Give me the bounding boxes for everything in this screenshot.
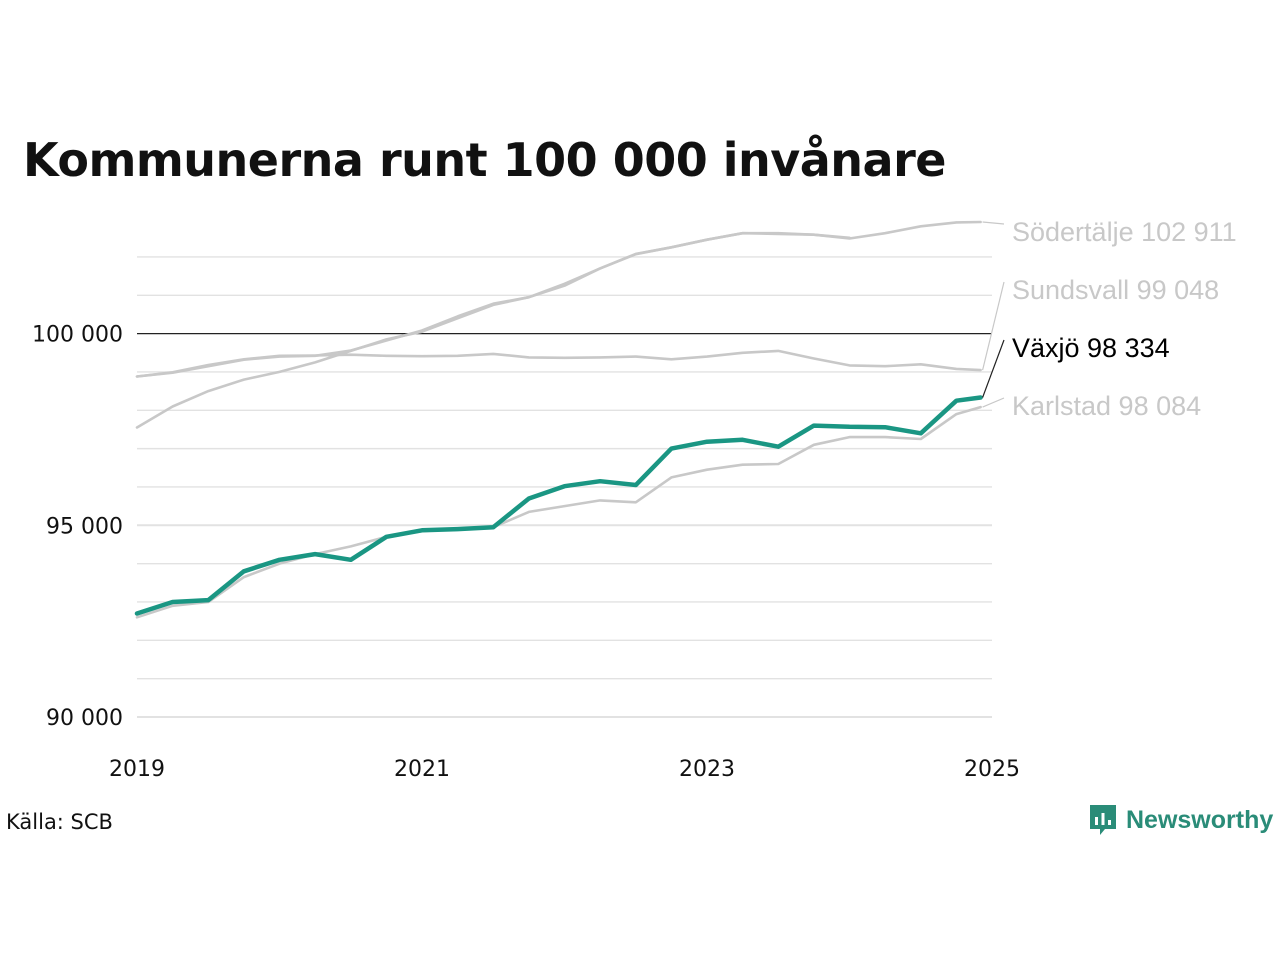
end-label-sundsvall: Sundsvall 99 048 — [1012, 275, 1219, 305]
x-axis: 2019 2021 2023 2025 — [109, 757, 1020, 782]
brand-name: Newsworthy — [1126, 805, 1274, 834]
end-label-växjö: Växjö 98 334 — [1012, 333, 1170, 363]
series-line-karlstad — [135, 405, 982, 619]
leader-line — [982, 339, 1005, 398]
grid-lines — [137, 256, 992, 718]
end-label-karlstad: Karlstad 98 084 — [1012, 391, 1201, 421]
series-line-haninge — [135, 231, 851, 429]
end-labels: Södertälje 102 911 Sundsvall 99 048 Växjö … — [982, 217, 1237, 421]
end-label-södertälje: Södertälje 102 911 — [1012, 217, 1237, 247]
series-line-södertälje — [135, 220, 982, 378]
leader-line — [982, 397, 1005, 408]
newsworthy-logo-icon — [1090, 805, 1116, 835]
series-lines — [134, 220, 983, 619]
x-tick-label: 2025 — [964, 757, 1020, 782]
series-line-växjö — [134, 395, 983, 616]
source-note: Källa: SCB — [6, 810, 113, 834]
y-tick-label: 100 000 — [32, 323, 123, 348]
x-tick-label: 2023 — [679, 757, 735, 782]
y-axis: 90 000 95 000 100 000 — [32, 323, 123, 731]
leader-line — [982, 281, 1005, 371]
leader-line — [982, 221, 1005, 225]
series-line-sundsvall — [135, 349, 982, 378]
y-tick-label: 95 000 — [46, 514, 123, 539]
y-tick-label: 90 000 — [46, 706, 123, 731]
x-tick-label: 2021 — [394, 757, 450, 782]
chart-title: Kommunerna runt 100 000 invånare — [23, 133, 946, 187]
brand-logo[interactable]: Newsworthy — [1088, 803, 1273, 837]
x-tick-label: 2019 — [109, 757, 165, 782]
